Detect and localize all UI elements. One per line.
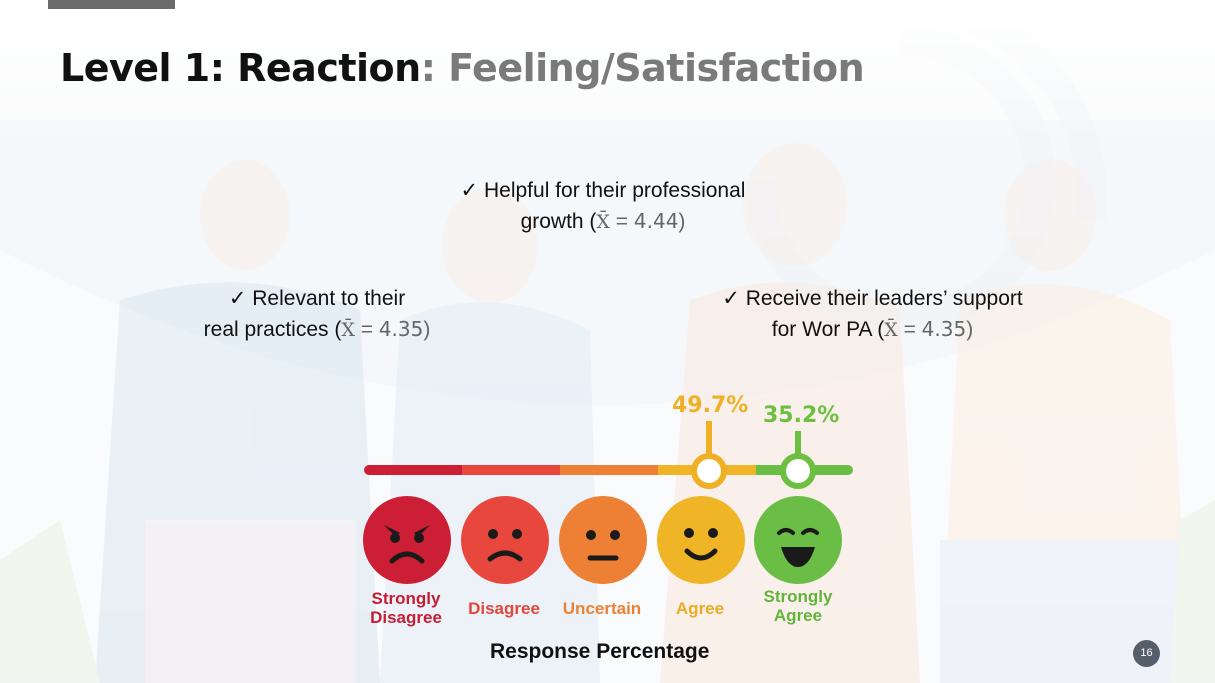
marker-agree	[691, 421, 727, 489]
slide-title: Level 1: Reaction: Feeling/Satisfaction	[60, 46, 865, 90]
mean-symbol: X̄	[884, 319, 898, 341]
label-line1: Strongly	[371, 589, 441, 608]
point-professional-growth: ✓ Helpful for their professional growth …	[443, 176, 763, 237]
percent-agree: 49.7%	[672, 393, 749, 418]
mean-value: 4.44	[633, 209, 679, 233]
label-line1: Strongly	[763, 587, 833, 606]
point-line2: for Wor PA (	[771, 318, 885, 341]
point-line2: growth (	[520, 210, 597, 233]
percent-strongly-agree: 35.2%	[763, 403, 840, 428]
smile-face-icon	[657, 496, 745, 584]
label-line1: Uncertain	[562, 599, 642, 618]
angry-face-icon	[363, 496, 451, 584]
point-line1: Helpful for their professional	[483, 179, 746, 202]
neutral-face-icon	[559, 496, 647, 584]
title-level: Level 1: Reaction	[60, 46, 421, 90]
label-line2: Agree	[773, 606, 823, 625]
page-number-badge: 16	[1133, 640, 1160, 667]
close-paren: )	[966, 318, 974, 341]
check-icon: ✓	[460, 179, 479, 202]
point-leaders-support: ✓ Receive their leaders’ support for Wor…	[700, 284, 1045, 345]
label-disagree: Disagree	[454, 599, 554, 618]
equals-sign: =	[897, 318, 922, 341]
sad-face-icon	[461, 496, 549, 584]
equals-sign: =	[354, 318, 379, 341]
point-line1: Relevant to their	[252, 287, 406, 310]
scale-bar-disagree	[462, 465, 560, 475]
label-uncertain: Uncertain	[552, 599, 652, 618]
point-line1: Receive their leaders’ support	[745, 287, 1023, 310]
grin-face-icon	[754, 496, 842, 584]
mean-value: 4.35	[378, 317, 424, 341]
scale-bar-uncertain	[560, 465, 658, 475]
response-percentage-caption: Response Percentage	[490, 640, 710, 663]
mean-value: 4.35	[921, 317, 967, 341]
check-icon: ✓	[228, 287, 247, 310]
close-paren: )	[678, 210, 686, 233]
mean-symbol: X̄	[341, 319, 355, 341]
equals-sign: =	[609, 210, 634, 233]
label-strongly-agree: Strongly Agree	[748, 587, 848, 625]
check-icon: ✓	[722, 287, 740, 310]
label-line1: Agree	[675, 599, 725, 618]
marker-strongly-agree	[780, 431, 816, 489]
point-line2: real practices (	[203, 318, 342, 341]
mean-symbol: X̄	[596, 211, 610, 233]
label-line2: Disagree	[370, 608, 442, 627]
close-paren: )	[423, 318, 431, 341]
scale-bar-strongly-disagree	[364, 465, 462, 475]
point-relevant-practices: ✓ Relevant to their real practices (X̄ =…	[186, 284, 448, 345]
label-strongly-disagree: Strongly Disagree	[356, 589, 456, 627]
label-agree: Agree	[650, 599, 750, 618]
label-line1: Disagree	[468, 599, 540, 618]
top-accent-bar	[48, 0, 175, 9]
title-subtitle: : Feeling/Satisfaction	[420, 46, 865, 90]
